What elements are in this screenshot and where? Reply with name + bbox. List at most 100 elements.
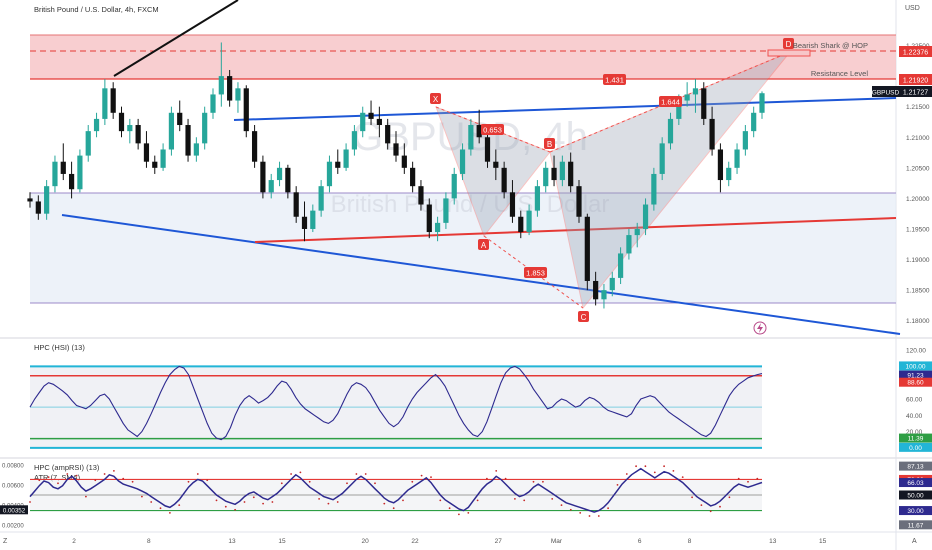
candle-body[interactable] — [692, 88, 699, 95]
candle-body[interactable] — [27, 198, 33, 202]
candle-body[interactable] — [493, 161, 499, 168]
candle-body[interactable] — [476, 125, 482, 138]
candle-body[interactable] — [143, 143, 150, 162]
upper-blue-trendline[interactable] — [233, 97, 897, 121]
candle-body[interactable] — [293, 192, 299, 217]
candle-body[interactable] — [509, 192, 516, 217]
candle-body[interactable] — [751, 112, 757, 132]
candle-body[interactable] — [343, 149, 349, 168]
candle-body[interactable] — [310, 210, 316, 229]
candle-body[interactable] — [60, 161, 66, 174]
ratio-label-abc[interactable]: 1.853 — [524, 267, 547, 278]
candle-body[interactable] — [152, 161, 158, 168]
candle-body[interactable] — [218, 76, 224, 95]
candle-body[interactable] — [468, 125, 474, 150]
candle-body[interactable] — [326, 161, 333, 187]
candle-body[interactable] — [410, 167, 416, 187]
candle-body[interactable] — [459, 149, 466, 174]
candle-body[interactable] — [584, 216, 590, 281]
candle-body[interactable] — [451, 173, 457, 199]
point-label-x[interactable]: X — [430, 93, 441, 104]
point-label-b[interactable]: B — [544, 138, 555, 149]
candle-body[interactable] — [251, 131, 258, 162]
candle-body[interactable] — [44, 186, 50, 214]
candle-body[interactable] — [376, 118, 382, 126]
candle-body[interactable] — [659, 143, 665, 174]
candle-body[interactable] — [609, 277, 615, 291]
candle-body[interactable] — [568, 161, 574, 187]
candle-body[interactable] — [759, 93, 765, 113]
candle-body[interactable] — [93, 118, 100, 132]
candle-body[interactable] — [52, 161, 58, 187]
red-trendline[interactable] — [254, 217, 897, 243]
candle-body[interactable] — [426, 204, 432, 233]
candle-body[interactable] — [135, 125, 141, 144]
candle-body[interactable] — [651, 173, 657, 205]
candle-body[interactable] — [501, 167, 507, 193]
candle-body[interactable] — [617, 253, 624, 278]
candle-body[interactable] — [193, 143, 199, 156]
candle-body[interactable] — [626, 235, 632, 254]
candle-body[interactable] — [534, 186, 541, 211]
candle-body[interactable] — [227, 76, 233, 101]
candle-body[interactable] — [709, 118, 715, 150]
rsi-line[interactable] — [29, 467, 763, 513]
candle-body[interactable] — [77, 155, 83, 190]
candle-body[interactable] — [301, 216, 308, 229]
candle-body[interactable] — [593, 280, 599, 300]
candle-body[interactable] — [543, 167, 549, 187]
candle-body[interactable] — [526, 210, 532, 233]
candle-body[interactable] — [185, 125, 191, 156]
candle-body[interactable] — [368, 112, 374, 119]
candle-body[interactable] — [559, 161, 565, 181]
time-axis[interactable]: 2 8 13 15 20 22 27 Mar 6 8 13 15 — [72, 538, 826, 545]
lower-blue-trendline[interactable] — [61, 214, 901, 335]
candle-body[interactable] — [168, 112, 175, 150]
candle-body[interactable] — [418, 186, 424, 205]
candle-body[interactable] — [401, 155, 407, 168]
candle-body[interactable] — [177, 112, 183, 126]
point-label-d[interactable]: D — [783, 38, 794, 49]
candle-body[interactable] — [260, 161, 266, 193]
price-axis[interactable]: 1.225001.220001.215001.210001.205001.200… — [906, 43, 930, 325]
candle-body[interactable] — [335, 161, 341, 168]
point-label-c[interactable]: C — [578, 311, 589, 322]
candle-body[interactable] — [68, 173, 75, 190]
candle-body[interactable] — [202, 112, 208, 144]
candle-body[interactable] — [102, 88, 108, 119]
candle-body[interactable] — [634, 228, 640, 236]
black-trendline[interactable] — [113, 0, 239, 77]
candle-body[interactable] — [434, 222, 441, 233]
candle-body[interactable] — [285, 167, 291, 193]
candle-body[interactable] — [268, 180, 274, 193]
candle-body[interactable] — [518, 216, 524, 233]
candle-body[interactable] — [726, 167, 732, 181]
candle-body[interactable] — [684, 94, 690, 101]
hsi-line[interactable] — [29, 365, 763, 441]
candle-body[interactable] — [642, 204, 649, 229]
candle-body[interactable] — [351, 131, 358, 150]
candle-body[interactable] — [318, 186, 324, 211]
ratio-label-xcd[interactable]: 1.431 — [603, 74, 626, 85]
candle-body[interactable] — [576, 186, 582, 217]
candle-body[interactable] — [701, 88, 707, 119]
candle-body[interactable] — [484, 137, 491, 162]
candle-body[interactable] — [160, 149, 166, 168]
candle-body[interactable] — [110, 88, 116, 113]
ratio-label-xab[interactable]: 0.653 — [481, 124, 504, 135]
candle-body[interactable] — [235, 88, 241, 101]
candle-body[interactable] — [35, 201, 41, 214]
candle-body[interactable] — [210, 94, 216, 113]
point-label-a[interactable]: A — [478, 239, 489, 250]
candle-body[interactable] — [742, 131, 748, 150]
candle-body[interactable] — [385, 125, 391, 144]
candle-body[interactable] — [601, 290, 607, 300]
candle-body[interactable] — [676, 100, 682, 119]
candle-body[interactable] — [118, 112, 125, 132]
candle-body[interactable] — [243, 88, 249, 132]
candle-body[interactable] — [667, 118, 674, 144]
candle-body[interactable] — [734, 149, 740, 168]
candle-body[interactable] — [551, 167, 557, 181]
lightning-icon[interactable] — [753, 321, 767, 335]
